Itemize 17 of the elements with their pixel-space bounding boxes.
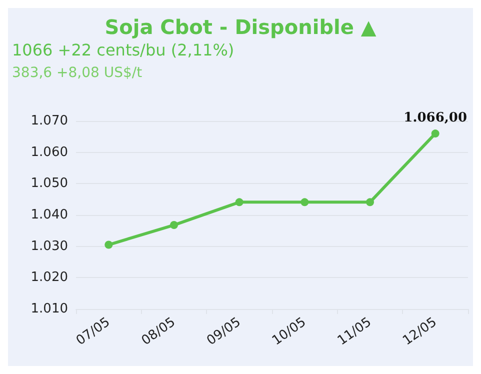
y-tick-label: 1.010 bbox=[30, 302, 68, 316]
y-tick-label: 1.020 bbox=[30, 270, 68, 286]
chart-title: Soja Cbot - Disponible ▲ bbox=[104, 15, 377, 39]
y-tick-label: 1.050 bbox=[30, 176, 68, 192]
y-tick-label: 1.040 bbox=[30, 208, 68, 222]
point bbox=[235, 198, 244, 206]
point bbox=[170, 221, 178, 230]
point bbox=[300, 198, 309, 206]
text: 383,6 +8,08 US$/t bbox=[12, 65, 143, 81]
data-label: 1.066,00 bbox=[404, 110, 467, 126]
point bbox=[431, 130, 440, 138]
y-tick-label: 1.060 bbox=[30, 144, 68, 160]
point bbox=[366, 198, 374, 206]
y-tick-label: 1.030 bbox=[30, 238, 68, 254]
y-tick-label: 1.070 bbox=[30, 114, 68, 128]
point bbox=[104, 240, 113, 249]
chart-subtitle: 1066 +22 cents/bu (2,11%) bbox=[12, 40, 234, 60]
